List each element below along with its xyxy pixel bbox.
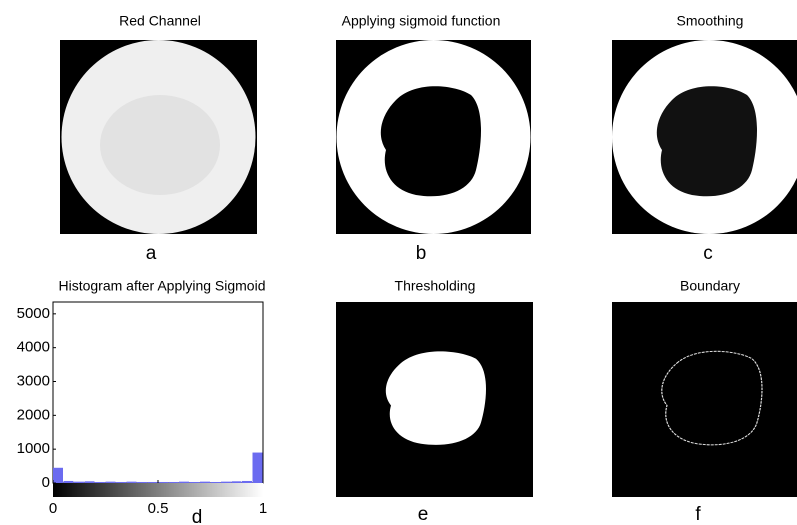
bar: [190, 482, 200, 483]
y-tick-label: 1000: [17, 440, 50, 457]
y-tick-label: 2000: [17, 406, 50, 423]
bar: [116, 482, 126, 483]
panel-label: c: [703, 243, 713, 264]
bar: [200, 482, 210, 483]
panel-title: Thresholding: [395, 278, 476, 294]
image-boundary: [612, 302, 797, 497]
bar: [158, 482, 168, 483]
bar: [169, 482, 179, 483]
bar: [95, 482, 105, 483]
y-tick-label: 3000: [17, 372, 50, 389]
bar: [242, 481, 252, 483]
y-tick-label: 4000: [17, 339, 50, 356]
panel-title: Smoothing: [677, 13, 744, 29]
panel-label: e: [418, 504, 429, 525]
x-tick-label: 0: [49, 500, 57, 517]
image-sigmoid: [336, 40, 531, 234]
image-thresholding: [336, 302, 533, 497]
y-tick-label: 0: [42, 474, 50, 491]
chart-title: Histogram after Applying Sigmoid: [59, 278, 266, 294]
figure: Red Channel a Applying sigmoid function …: [0, 0, 797, 525]
bar: [148, 482, 158, 483]
bar: [137, 482, 147, 483]
bar: [64, 481, 74, 483]
bar: [53, 468, 63, 483]
panel-title: Boundary: [680, 278, 740, 294]
bar: [85, 481, 95, 483]
image-smoothing: [612, 40, 797, 234]
panel-title: Red Channel: [119, 13, 201, 29]
x-tick-label: 1: [259, 500, 267, 517]
image-red-channel: [60, 40, 257, 234]
panel-title: Applying sigmoid function: [342, 13, 501, 29]
bar: [74, 482, 84, 483]
bar: [106, 482, 116, 483]
y-tick-label: 5000: [17, 305, 50, 322]
bar: [179, 482, 189, 483]
x-tick-label: 0.5: [148, 500, 169, 517]
axes-frame: [53, 302, 263, 483]
bar: [221, 482, 231, 483]
panel-label: f: [695, 504, 701, 525]
panel-label: b: [416, 243, 427, 264]
bar: [232, 481, 242, 483]
histogram: [53, 302, 263, 497]
panel-label: d: [192, 507, 203, 525]
bar: [127, 482, 137, 483]
colorbar: [53, 483, 263, 497]
panel-label: a: [146, 243, 157, 264]
bar: [253, 453, 263, 483]
bar: [211, 482, 221, 483]
